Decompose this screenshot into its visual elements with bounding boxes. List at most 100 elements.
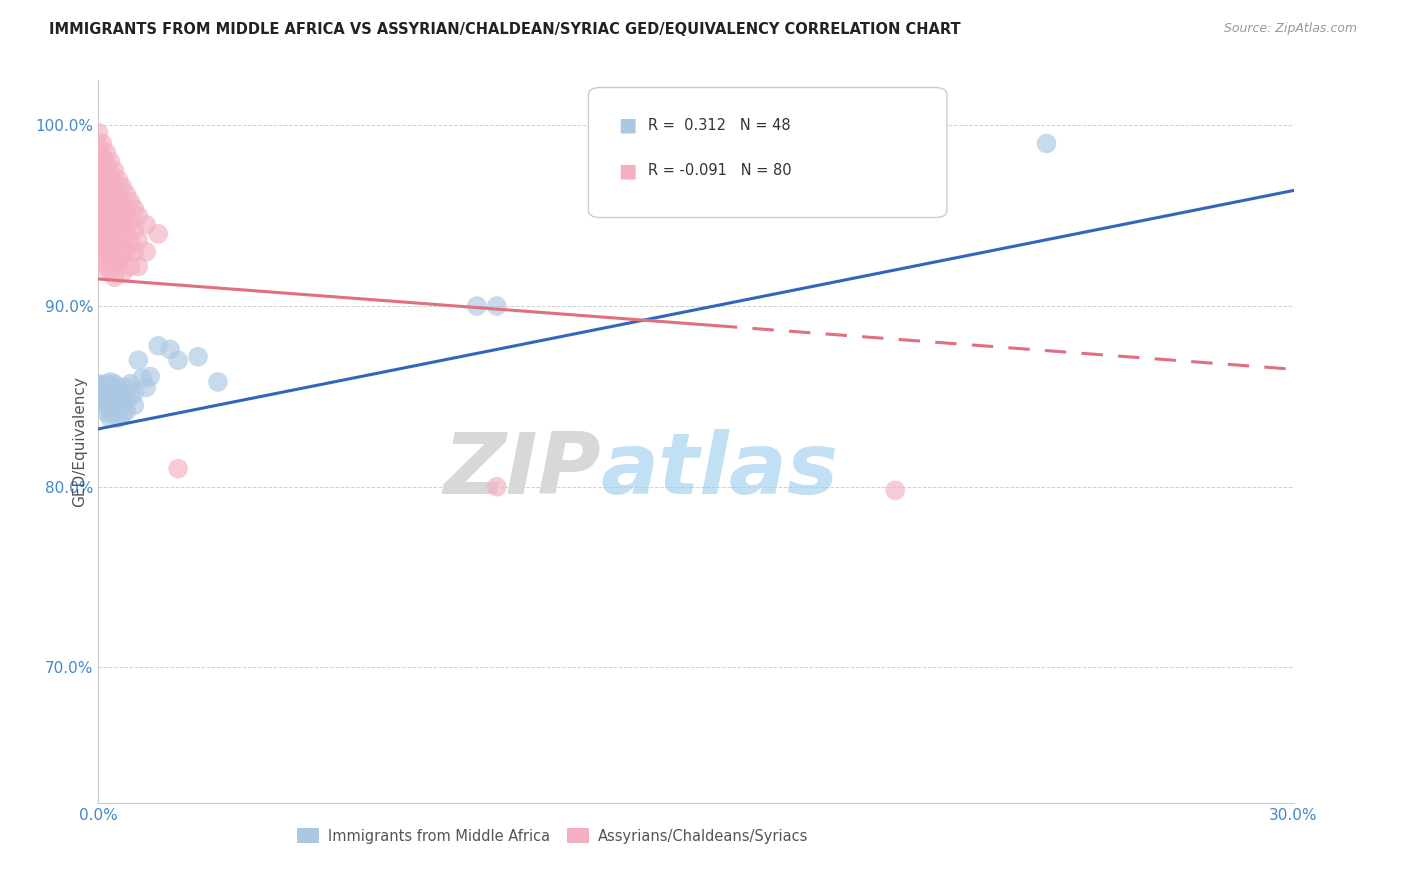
Point: [103, 401, 125, 415]
Point: [91, 202, 114, 216]
Point: [96, 380, 118, 394]
Point: [87, 172, 110, 186]
Point: [139, 369, 162, 384]
Point: [98, 234, 122, 248]
Point: [103, 176, 125, 190]
Point: [148, 339, 170, 353]
Text: ■: ■: [619, 116, 637, 135]
Point: [127, 260, 149, 274]
Point: [98, 167, 122, 181]
Point: [87, 161, 110, 176]
Point: [87, 216, 110, 230]
Point: [98, 263, 122, 277]
Point: [96, 221, 118, 235]
Point: [207, 375, 229, 389]
Point: [107, 389, 129, 403]
Point: [98, 411, 122, 425]
Point: [124, 398, 146, 412]
Point: [98, 396, 122, 410]
Point: [96, 196, 118, 211]
Point: [91, 385, 114, 400]
Text: IMMIGRANTS FROM MIDDLE AFRICA VS ASSYRIAN/CHALDEAN/SYRIAC GED/EQUIVALENCY CORREL: IMMIGRANTS FROM MIDDLE AFRICA VS ASSYRIA…: [49, 22, 960, 37]
Point: [91, 176, 114, 190]
Point: [127, 209, 149, 223]
Point: [111, 248, 134, 262]
Point: [124, 244, 146, 259]
Point: [120, 260, 142, 274]
Point: [124, 385, 146, 400]
Text: Source: ZipAtlas.com: Source: ZipAtlas.com: [1223, 22, 1357, 36]
Text: ZIP: ZIP: [443, 429, 600, 512]
Point: [135, 244, 157, 259]
Point: [96, 248, 118, 262]
Point: [131, 371, 153, 385]
Point: [98, 385, 122, 400]
Point: [107, 411, 129, 425]
Point: [91, 380, 114, 394]
Point: [91, 189, 114, 203]
Point: [111, 179, 134, 194]
Point: [91, 163, 114, 178]
Point: [96, 145, 118, 160]
Point: [98, 179, 122, 194]
Point: [107, 256, 129, 270]
Point: [884, 483, 907, 498]
Point: [98, 193, 122, 207]
Point: [96, 209, 118, 223]
Point: [103, 163, 125, 178]
Point: [96, 385, 118, 400]
Point: [103, 203, 125, 218]
Point: [98, 380, 122, 394]
Text: R = -0.091   N = 80: R = -0.091 N = 80: [648, 163, 792, 178]
Point: [87, 376, 110, 391]
Point: [167, 353, 190, 368]
Point: [111, 267, 134, 281]
Point: [87, 140, 110, 154]
Point: [103, 392, 125, 407]
Y-axis label: GED/Equivalency: GED/Equivalency: [72, 376, 87, 507]
Point: [115, 404, 138, 418]
Point: [107, 219, 129, 234]
Point: [96, 392, 118, 407]
Point: [87, 227, 110, 241]
Point: [120, 194, 142, 209]
Point: [98, 375, 122, 389]
Point: [98, 391, 122, 405]
Point: [124, 223, 146, 237]
Point: [115, 392, 138, 407]
Point: [96, 234, 118, 248]
Point: [96, 263, 118, 277]
Point: [98, 248, 122, 262]
Point: [111, 212, 134, 227]
Point: [115, 205, 138, 219]
Point: [96, 184, 118, 198]
Point: [107, 203, 129, 218]
Point: [107, 237, 129, 252]
Point: [485, 480, 508, 494]
Point: [124, 202, 146, 216]
Point: [87, 378, 110, 392]
Point: [111, 385, 134, 400]
Point: [103, 235, 125, 250]
FancyBboxPatch shape: [589, 87, 948, 218]
Point: [98, 219, 122, 234]
Point: [96, 406, 118, 420]
Point: [87, 205, 110, 219]
Point: [159, 343, 181, 357]
Point: [127, 234, 149, 248]
Point: [98, 154, 122, 169]
Point: [115, 244, 138, 259]
Point: [87, 126, 110, 140]
Point: [91, 256, 114, 270]
Point: [96, 376, 118, 391]
Point: [107, 187, 129, 202]
Point: [103, 384, 125, 398]
Point: [115, 380, 138, 394]
Point: [103, 189, 125, 203]
Point: [111, 196, 134, 211]
Point: [98, 205, 122, 219]
Point: [91, 241, 114, 255]
Point: [103, 270, 125, 285]
Point: [135, 218, 157, 232]
Point: [1035, 136, 1057, 151]
